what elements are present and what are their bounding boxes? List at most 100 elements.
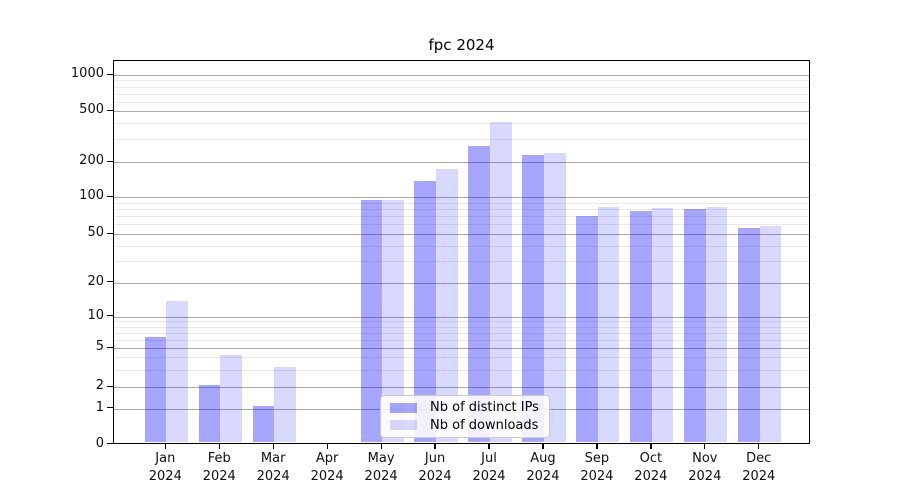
x-tick-label: Mar 2024 [256, 451, 290, 484]
gridline-minor [114, 332, 809, 334]
x-tick-label: Jan 2024 [148, 451, 182, 484]
y-tick-label: 20 [87, 273, 104, 289]
x-tick-label: Jun 2024 [418, 451, 452, 484]
x-tick-label: Jul 2024 [472, 451, 506, 484]
x-tick-mark [218, 444, 220, 449]
y-tick-mark [107, 407, 113, 409]
y-tick-label: 0 [95, 435, 104, 451]
x-tick-mark [704, 444, 706, 449]
legend: Nb of distinct IPs Nb of downloads [380, 395, 550, 438]
bar-ips-aug-2024 [522, 155, 544, 442]
bar-downloads-nov-2024 [705, 206, 728, 442]
y-tick-mark [107, 346, 113, 348]
x-tick-label: Apr 2024 [310, 451, 344, 484]
gridline-minor [114, 369, 809, 371]
y-tick-label: 100 [79, 188, 104, 203]
bar-downloads-may-2024 [382, 200, 404, 442]
y-tick-mark [107, 160, 113, 162]
y-tick-label: 10 [87, 307, 104, 323]
gridline-major [114, 387, 809, 388]
bar-ips-mar-2024 [252, 406, 275, 442]
bar-ips-jan-2024 [144, 337, 167, 442]
y-tick-mark [107, 195, 113, 197]
bar-downloads-oct-2024 [651, 207, 674, 442]
y-tick-mark [107, 109, 113, 111]
bar-ips-oct-2024 [630, 210, 652, 442]
gridline-minor [114, 326, 809, 328]
bar-ips-feb-2024 [198, 384, 221, 442]
gridline-major [114, 316, 809, 318]
x-tick-mark [272, 444, 274, 449]
x-tick-label: Sep 2024 [580, 451, 614, 484]
bar-downloads-aug-2024 [543, 152, 566, 442]
y-tick-mark [107, 73, 113, 75]
y-tick-label: 2 [95, 378, 104, 393]
bar-ips-sep-2024 [576, 216, 598, 442]
x-tick-label: Nov 2024 [688, 451, 722, 484]
x-tick-mark [650, 444, 652, 449]
gridline-minor [114, 209, 809, 210]
x-tick-mark [542, 444, 544, 449]
bar-downloads-jun-2024 [436, 169, 458, 442]
y-tick-label: 5 [95, 339, 104, 354]
gridline-minor [114, 261, 809, 263]
gridline-major [114, 111, 809, 112]
gridline-minor [114, 86, 809, 88]
gridline-minor [114, 123, 809, 125]
bar-downloads-jul-2024 [490, 122, 512, 442]
gridline-minor [114, 246, 809, 248]
gridline-major [114, 162, 809, 163]
x-tick-label: Dec 2024 [742, 451, 776, 484]
gridline-minor [114, 224, 809, 226]
bar-downloads-sep-2024 [597, 206, 620, 442]
legend-label: Nb of downloads [430, 417, 539, 433]
plot-area: Nb of distinct IPs Nb of downloads [113, 60, 810, 444]
y-tick-mark [107, 281, 113, 283]
gridline-major [114, 75, 809, 76]
gridline-major [114, 282, 809, 284]
gridline-minor [114, 139, 809, 141]
bar-ips-jun-2024 [414, 181, 437, 442]
bar-ips-jul-2024 [468, 145, 490, 442]
y-tick-label: 1 [95, 399, 104, 415]
gridline-minor [114, 216, 809, 218]
y-tick-label: 500 [79, 102, 104, 117]
gridline-minor [114, 93, 809, 95]
x-tick-label: Aug 2024 [526, 451, 560, 484]
legend-label: Nb of distinct IPs [430, 400, 539, 416]
y-tick-label: 200 [79, 153, 104, 168]
bar-ips-nov-2024 [684, 208, 706, 442]
gridline-minor [114, 202, 809, 204]
bar-downloads-dec-2024 [759, 225, 782, 442]
legend-row: Nb of distinct IPs [390, 400, 540, 415]
gridline-minor [114, 80, 809, 82]
bar-downloads-mar-2024 [274, 367, 296, 442]
x-tick-mark [434, 444, 436, 449]
legend-swatch-ips [390, 402, 417, 413]
x-tick-mark [488, 444, 490, 449]
x-tick-mark [758, 444, 760, 449]
x-tick-mark [596, 444, 598, 449]
x-tick-label: May 2024 [364, 451, 398, 484]
gridline-minor [114, 101, 809, 103]
x-tick-label: Oct 2024 [634, 451, 668, 484]
gridline-major [114, 348, 809, 349]
bar-downloads-jan-2024 [166, 301, 188, 442]
legend-row: Nb of downloads [390, 418, 540, 433]
bar-ips-dec-2024 [738, 227, 760, 442]
x-tick-mark [164, 444, 166, 449]
y-tick-mark [107, 232, 113, 235]
y-tick-mark [107, 315, 113, 317]
gridline-major [114, 197, 809, 198]
legend-swatch-downloads [390, 420, 417, 431]
y-tick-mark [107, 385, 113, 387]
gridline-major [114, 234, 809, 236]
gridline-minor [114, 339, 809, 341]
bar-downloads-feb-2024 [220, 355, 242, 442]
y-tick-label: 1000 [70, 66, 104, 81]
chart-title: fpc 2024 [428, 36, 495, 54]
gridline-minor [114, 321, 809, 323]
y-tick-label: 50 [87, 225, 104, 241]
bar-ips-may-2024 [360, 200, 383, 442]
